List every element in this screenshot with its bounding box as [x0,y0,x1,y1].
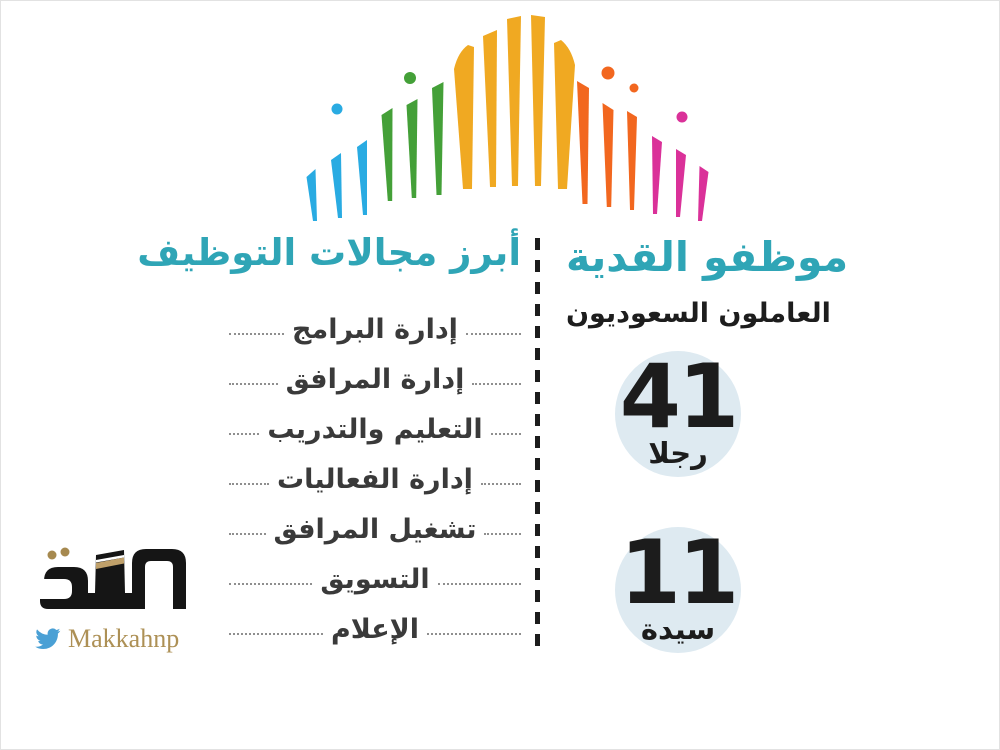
dotted-leader [228,333,285,336]
job-field-label: إدارة الفعاليات [277,464,473,496]
job-field-label: إدارة المرافق [285,364,465,396]
dotted-leader [228,433,260,436]
qiddiya-crown-logo [306,15,709,221]
job-fields-panel: أبرز مجالات التوظيف إدارة البرامج إدارة … [137,231,521,655]
dotted-leader [229,633,323,636]
dotted-leader [437,583,521,586]
job-field-row: التسويق [228,555,521,605]
dotted-leader [427,633,521,636]
twitter-handle[interactable]: Makkahnp [68,624,180,653]
dotted-leader [229,383,278,386]
stat-circle-men: 41 رجلا [615,345,741,477]
dotted-leader [229,533,266,536]
stat-circle-women: 11 سيدة [615,521,741,653]
job-field-label: الإعلام [330,614,420,646]
dashed-divider [535,238,540,650]
crown-bars-magenta [652,111,709,221]
twitter-handle-row: Makkahnp [35,624,212,654]
employees-panel: موظفو القدية العاملون السعوديون 41 رجلا … [566,233,876,653]
job-field-row: الإعلام [229,605,521,655]
twitter-icon [35,628,61,650]
makkah-newspaper-logo [32,547,186,609]
job-field-row: إدارة المرافق [229,355,521,405]
job-field-row: إدارة البرامج [228,305,521,355]
crown-bars-blue [306,103,367,221]
employees-title: موظفو القدية [566,233,849,281]
job-field-label: التسويق [320,564,430,596]
employees-subtitle: العاملون السعوديون [566,298,831,330]
crown-bars-amber [454,15,575,189]
dotted-leader [465,333,521,336]
dotted-leader [484,533,521,536]
dotted-leader [228,583,313,586]
job-field-row: التعليم والتدريب [228,405,521,455]
job-fields-title: أبرز مجالات التوظيف [137,231,521,274]
dotted-leader [490,433,521,436]
dotted-leader [480,483,521,486]
job-field-row: تشغيل المرافق [229,505,521,555]
job-field-label: التعليم والتدريب [267,414,483,446]
crown-bars-green [381,72,444,201]
men-label: رجلا [648,436,708,471]
women-count: 11 [619,521,739,625]
makkah-newspaper-brand: Makkahnp [32,547,212,654]
job-fields-list: إدارة البرامج إدارة المرافق التعليم والت… [228,305,521,655]
crown-bars-orange [577,66,639,210]
job-field-label: تشغيل المرافق [273,514,477,546]
men-count: 41 [619,345,739,449]
women-label: سيدة [640,612,716,647]
job-field-label: إدارة البرامج [292,314,458,346]
dotted-leader [228,483,270,486]
dotted-leader [472,383,521,386]
job-field-row: إدارة الفعاليات [228,455,521,505]
